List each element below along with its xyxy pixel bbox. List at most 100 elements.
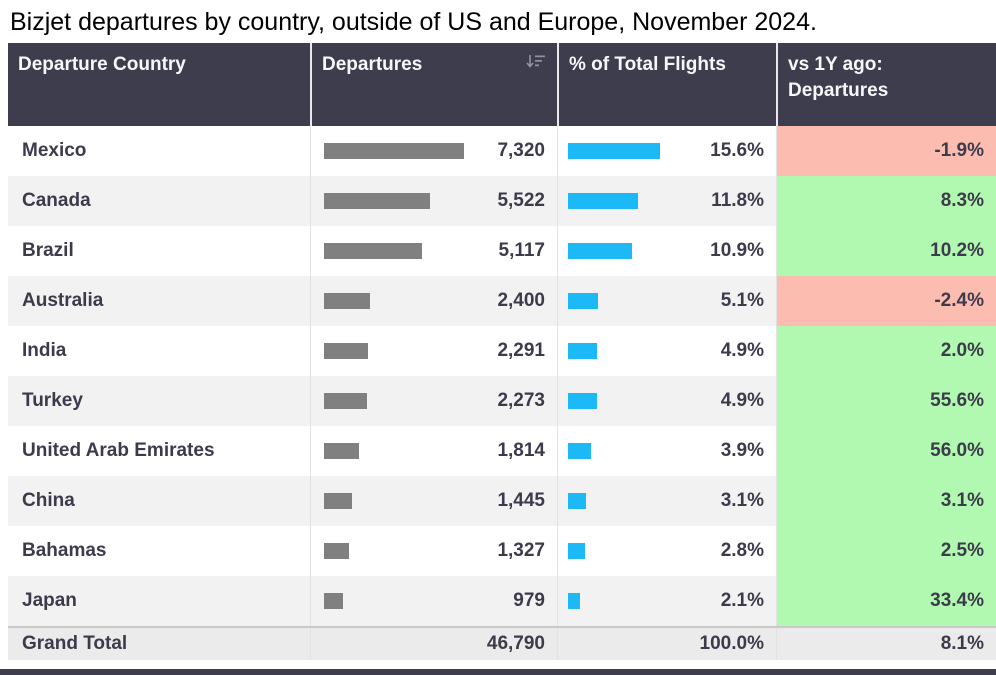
departures-value: 2,291 bbox=[497, 340, 545, 361]
pct-value: 2.8% bbox=[720, 540, 764, 561]
pct-bar bbox=[568, 243, 632, 259]
departures-table: Departure Country Departures % of Total … bbox=[8, 43, 996, 660]
departures-cell: 2,273 bbox=[310, 376, 557, 426]
vs1y-cell: 33.4% bbox=[776, 576, 996, 626]
vs1y-cell: -2.4% bbox=[776, 276, 996, 326]
departures-bar bbox=[324, 443, 359, 459]
column-header-departures[interactable]: Departures bbox=[310, 43, 557, 126]
pct-cell: 3.9% bbox=[557, 426, 776, 476]
departures-cell: 1,445 bbox=[310, 476, 557, 526]
departures-cell: 1,814 bbox=[310, 426, 557, 476]
sort-descending-icon[interactable] bbox=[525, 53, 547, 79]
pct-cell: 3.1% bbox=[557, 476, 776, 526]
pct-value: 10.9% bbox=[710, 240, 764, 261]
grand-total-row: Grand Total 46,790 100.0% 8.1% bbox=[8, 626, 996, 660]
vs1y-cell: 2.5% bbox=[776, 526, 996, 576]
pct-bar bbox=[568, 343, 597, 359]
vs1y-cell: 2.0% bbox=[776, 326, 996, 376]
departures-bar bbox=[324, 343, 368, 359]
departures-cell: 2,400 bbox=[310, 276, 557, 326]
table-row: Brazil 5,117 10.9% 10.2% bbox=[8, 226, 996, 276]
departures-bar bbox=[324, 243, 422, 259]
departures-bar bbox=[324, 293, 370, 309]
country-cell: Mexico bbox=[22, 140, 87, 161]
pct-bar bbox=[568, 443, 591, 459]
departures-bar bbox=[324, 393, 367, 409]
table-row: Canada 5,522 11.8% 8.3% bbox=[8, 176, 996, 226]
departures-value: 2,400 bbox=[497, 290, 545, 311]
pct-value: 11.8% bbox=[711, 190, 764, 211]
column-header-pct-total[interactable]: % of Total Flights bbox=[557, 43, 776, 126]
pct-cell: 2.8% bbox=[557, 526, 776, 576]
page-title: Bizjet departures by country, outside of… bbox=[10, 8, 817, 36]
departures-value: 1,445 bbox=[497, 490, 545, 511]
departures-bar bbox=[324, 493, 352, 509]
table-row: India 2,291 4.9% 2.0% bbox=[8, 326, 996, 376]
pct-bar bbox=[568, 143, 660, 159]
grand-total-departures: 46,790 bbox=[310, 628, 557, 660]
departures-cell: 2,291 bbox=[310, 326, 557, 376]
departures-cell: 5,117 bbox=[310, 226, 557, 276]
departures-value: 5,522 bbox=[497, 190, 545, 211]
table-row: United Arab Emirates 1,814 3.9% 56.0% bbox=[8, 426, 996, 476]
pct-cell: 15.6% bbox=[557, 126, 776, 176]
pct-value: 3.1% bbox=[720, 490, 764, 511]
pct-value: 5.1% bbox=[720, 290, 764, 311]
departures-value: 979 bbox=[513, 590, 545, 611]
country-cell: China bbox=[22, 490, 75, 511]
departures-value: 1,814 bbox=[497, 440, 545, 461]
departures-cell: 5,522 bbox=[310, 176, 557, 226]
departures-value: 2,273 bbox=[497, 390, 545, 411]
grand-total-vs1y: 8.1% bbox=[776, 628, 996, 660]
table-row: Australia 2,400 5.1% -2.4% bbox=[8, 276, 996, 326]
departures-cell: 7,320 bbox=[310, 126, 557, 176]
pct-value: 15.6% bbox=[710, 140, 764, 161]
column-header-vs-1y[interactable]: vs 1Y ago: Departures bbox=[776, 43, 996, 126]
departures-value: 7,320 bbox=[497, 140, 545, 161]
departures-cell: 979 bbox=[310, 576, 557, 626]
grand-total-pct: 100.0% bbox=[557, 628, 776, 660]
vs1y-cell: 56.0% bbox=[776, 426, 996, 476]
departures-bar bbox=[324, 143, 464, 159]
table-row: Mexico 7,320 15.6% -1.9% bbox=[8, 126, 996, 176]
pct-value: 4.9% bbox=[720, 340, 764, 361]
departures-value: 1,327 bbox=[497, 540, 545, 561]
departures-bar bbox=[324, 543, 349, 559]
vs1y-cell: 3.1% bbox=[776, 476, 996, 526]
vs1y-cell: 10.2% bbox=[776, 226, 996, 276]
table-bottom-border bbox=[0, 669, 996, 675]
column-header-label: Departures bbox=[322, 54, 423, 75]
departures-bar bbox=[324, 593, 343, 609]
column-header-label: Departure Country bbox=[18, 54, 186, 75]
pct-bar bbox=[568, 293, 598, 309]
table-body: Mexico 7,320 15.6% -1.9% Canada 5,522 11… bbox=[8, 126, 996, 626]
country-cell: Turkey bbox=[22, 390, 83, 411]
pct-value: 3.9% bbox=[720, 440, 764, 461]
pct-cell: 5.1% bbox=[557, 276, 776, 326]
pct-cell: 2.1% bbox=[557, 576, 776, 626]
departures-bar bbox=[324, 193, 430, 209]
country-cell: Bahamas bbox=[22, 540, 107, 561]
vs1y-cell: 8.3% bbox=[776, 176, 996, 226]
country-cell: Canada bbox=[22, 190, 91, 211]
table-row: Japan 979 2.1% 33.4% bbox=[8, 576, 996, 626]
column-header-departure-country[interactable]: Departure Country bbox=[8, 43, 310, 126]
pct-cell: 4.9% bbox=[557, 376, 776, 426]
column-header-label: % of Total Flights bbox=[569, 54, 726, 75]
pct-bar bbox=[568, 593, 580, 609]
table-row: Bahamas 1,327 2.8% 2.5% bbox=[8, 526, 996, 576]
pct-cell: 4.9% bbox=[557, 326, 776, 376]
country-cell: Brazil bbox=[22, 240, 74, 261]
pct-value: 2.1% bbox=[720, 590, 764, 611]
vs1y-cell: 55.6% bbox=[776, 376, 996, 426]
pct-cell: 10.9% bbox=[557, 226, 776, 276]
pct-bar bbox=[568, 543, 585, 559]
country-cell: Japan bbox=[22, 590, 77, 611]
pct-bar bbox=[568, 493, 586, 509]
country-cell: Australia bbox=[22, 290, 104, 311]
column-header-label: vs 1Y ago: Departures bbox=[788, 54, 889, 101]
country-cell: India bbox=[22, 340, 67, 361]
pct-bar bbox=[568, 193, 638, 209]
pct-cell: 11.8% bbox=[557, 176, 776, 226]
vs1y-cell: -1.9% bbox=[776, 126, 996, 176]
